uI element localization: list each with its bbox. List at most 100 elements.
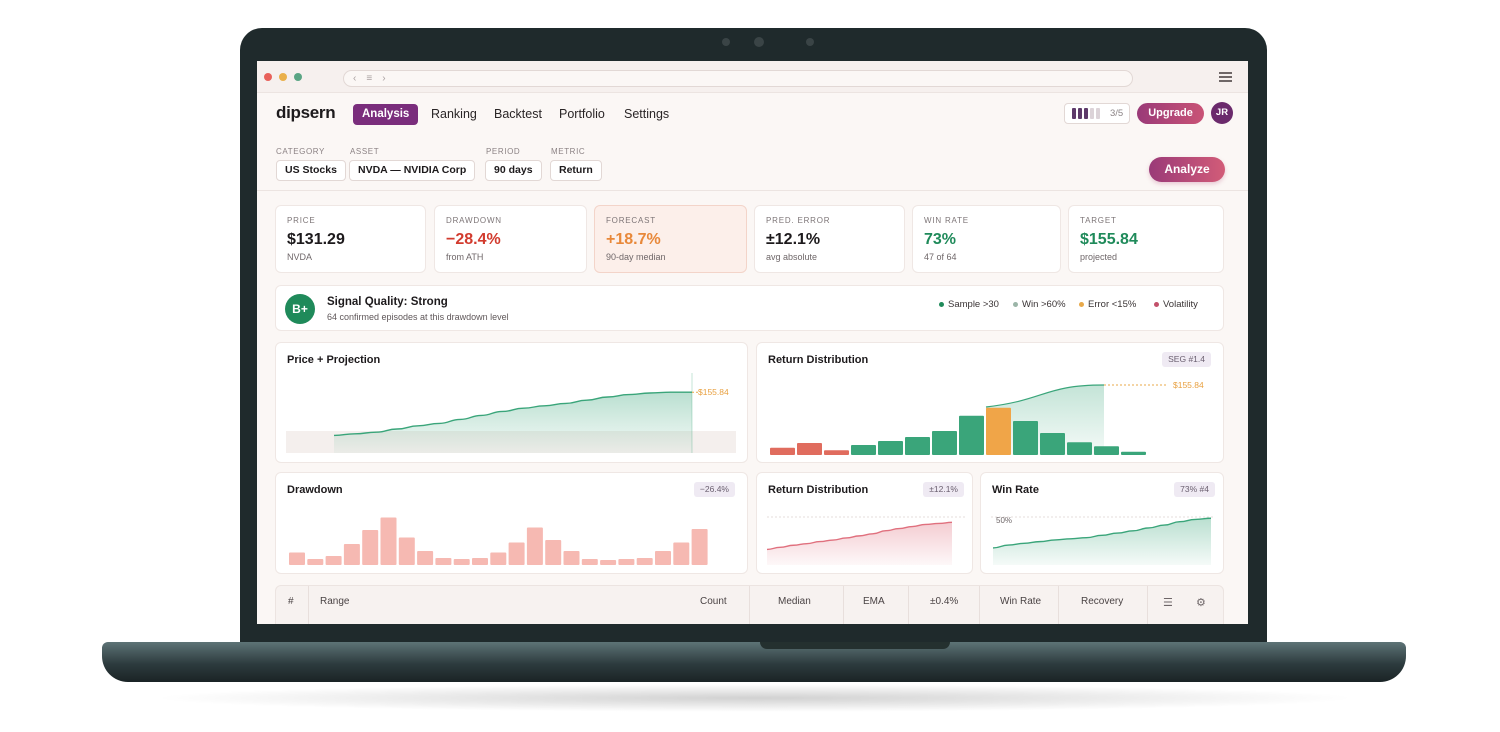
density-toggle-icon[interactable]: ☰ [1163,597,1173,609]
laptop-base [102,642,1406,682]
hamburger-menu-icon[interactable] [1219,72,1232,82]
legend-win: Win >60% [1013,299,1066,310]
drawdown-chart[interactable] [276,473,748,574]
camera-icon [722,38,730,46]
period-select[interactable]: 90 days [485,160,542,181]
col-ema[interactable]: EMA [863,596,885,607]
drawdown-bar [472,558,488,565]
col-index[interactable]: # [288,596,294,607]
win-rate-line [992,517,1212,549]
kpi-label: FORECAST [606,216,656,225]
column-divider [749,586,750,624]
distribution-bar [1094,446,1119,455]
column-settings-icon[interactable]: ⚙ [1196,597,1206,609]
target-label: $155.84 [698,387,729,397]
asset-select[interactable]: NVDA — NVIDIA Corp [349,160,476,181]
distribution-bar [1121,451,1146,455]
nav-tab-portfolio[interactable]: Portfolio [559,107,605,121]
win-rate-area [993,518,1211,565]
usage-bar [1072,108,1076,119]
col-tolerance[interactable]: ±0.4% [930,596,959,607]
upgrade-button[interactable]: Upgrade [1137,103,1204,124]
url-bar[interactable]: ‹ ≡ › [343,70,1133,87]
drawdown-bar [618,559,635,565]
maximize-window-icon[interactable] [294,73,302,81]
filter-bar: CATEGORY US Stocks ASSET NVDA — NVIDIA C… [257,136,1248,191]
signal-subtitle: 64 confirmed episodes at this drawdown l… [327,312,509,322]
user-avatar[interactable]: JR [1211,102,1233,124]
drawdown-bar [343,544,360,565]
distribution-bar [770,447,795,455]
nav-tab-analysis[interactable]: Analysis [353,104,419,125]
drawdown-bar [435,558,452,565]
legend-dot-icon [939,302,944,307]
drawdown-bar [417,551,434,565]
distribution-bar [959,415,984,455]
category-select[interactable]: US Stocks [276,160,346,181]
drawdown-bar [398,537,415,565]
kpi-price: PRICE $131.29 NVDA [275,205,426,273]
nav-tab-ranking[interactable]: Ranking [431,107,477,121]
forward-icon[interactable]: › [382,73,386,84]
usage-bar [1090,108,1094,119]
nav-tab-backtest[interactable]: Backtest [494,107,542,121]
kpi-label: DRAWDOWN [446,216,502,225]
price-projection-chart[interactable]: $155.84 [276,343,748,463]
panel-badge: ±12.1% [923,482,964,497]
panel-title: Return Distribution [768,484,869,496]
analyze-button[interactable]: Analyze [1149,157,1225,182]
col-median[interactable]: Median [778,596,811,607]
col-range[interactable]: Range [320,596,350,607]
usage-bar [1096,108,1100,119]
panel-badge: −26.4% [693,482,735,497]
win-rate-chart[interactable]: 50% [981,473,1224,574]
kpi-sub: 47 of 64 [924,252,957,262]
price-area [334,392,692,453]
column-divider [1058,586,1059,624]
drawdown-bar [362,530,379,565]
col-recovery[interactable]: Recovery [1081,596,1124,607]
return-distribution-area-chart[interactable] [757,473,973,574]
reader-icon[interactable]: ≡ [366,73,373,84]
column-divider [1147,586,1148,624]
period-label: PERIOD [486,147,521,156]
kpi-win-rate: WIN RATE 73% 47 of 64 [912,205,1061,273]
projection-line [985,384,1105,408]
distribution-bar [986,407,1011,455]
back-icon[interactable]: ‹ [353,73,357,84]
minimize-window-icon[interactable] [279,73,287,81]
col-win-rate[interactable]: Win Rate [1000,596,1042,607]
kpi-label: PRED. ERROR [766,216,831,225]
drawdown-bar [526,527,543,565]
usage-meter[interactable]: 3/5 [1064,103,1130,124]
kpi-sub: avg absolute [766,252,818,262]
legend-label: Error <15% [1088,299,1137,310]
drawdown-bar [490,552,507,565]
drawdown-bar [453,559,470,565]
kpi-sub: from ATH [446,252,484,262]
kpi-value: ±12.1% [766,231,821,248]
distribution-bar [905,437,930,455]
app-logo[interactable]: dipsern [276,103,336,122]
sensor-icon [806,38,814,46]
nav-tab-settings[interactable]: Settings [624,107,670,121]
panel-badge: SEG #1.4 [1162,352,1211,367]
drawdown-bar [289,552,305,565]
panel-title: Win Rate [992,484,1039,496]
legend-dot-icon [1079,302,1084,307]
metric-select[interactable]: Return [550,160,602,181]
kpi-forecast: FORECAST +18.7% 90-day median [594,205,747,273]
kpi-value: −28.4% [446,231,501,248]
panel-title: Price + Projection [287,354,381,366]
signal-title: Signal Quality: Strong [327,296,448,308]
col-count[interactable]: Count [700,596,727,607]
kpi-label: WIN RATE [924,216,969,225]
legend-dot-icon [1013,302,1018,307]
win-rate-panel: Win Rate 73% #4 50% [980,472,1224,574]
close-window-icon[interactable] [264,73,272,81]
app-screen: ‹ ≡ › dipsern Analysis Ranking Backtest … [257,61,1248,624]
return-distribution-chart[interactable]: $155.84 [757,343,1224,463]
column-divider [843,586,844,624]
laptop-notch [760,642,950,649]
legend-sample: Sample >30 [939,299,999,310]
